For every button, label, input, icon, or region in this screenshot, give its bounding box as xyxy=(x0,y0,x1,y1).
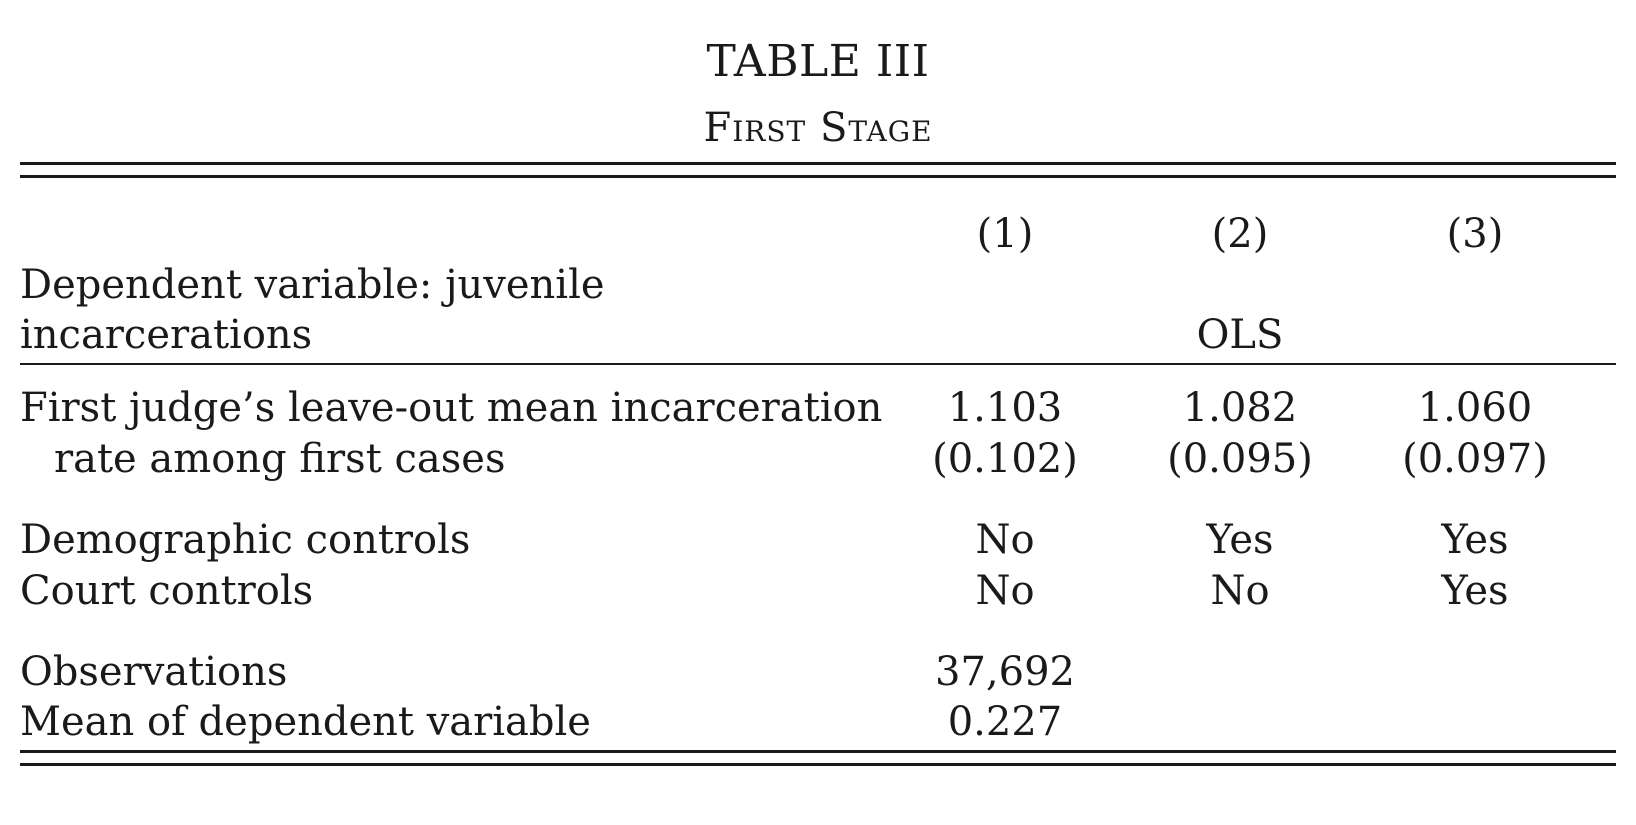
bottom-rule-1 xyxy=(20,750,1616,753)
header-rule xyxy=(20,363,1616,365)
demographic-controls-label: Demographic controls xyxy=(20,517,471,563)
coefficient-col1: 1.103 xyxy=(947,385,1063,431)
first-judge-label-line1: First judge’s leave-out mean incarcerati… xyxy=(20,385,883,431)
coefficient-col3: 1.060 xyxy=(1417,385,1533,431)
top-rule-2 xyxy=(20,175,1616,178)
standard-error-col3: (0.097) xyxy=(1402,436,1548,482)
top-rule-1 xyxy=(20,162,1616,165)
observations-label: Observations xyxy=(20,649,288,695)
court-controls-col1: No xyxy=(975,568,1035,614)
observations-value: 37,692 xyxy=(935,649,1075,695)
table-subtitle: First Stage xyxy=(703,105,933,151)
column-header-1: (1) xyxy=(976,211,1034,257)
court-controls-col3: Yes xyxy=(1441,568,1509,614)
dependent-variable-label-line2: incarcerations xyxy=(20,312,313,358)
court-controls-label: Court controls xyxy=(20,568,314,614)
mean-dependent-label: Mean of dependent variable xyxy=(20,699,591,745)
demographic-controls-col2: Yes xyxy=(1206,517,1274,563)
table-title: TABLE III xyxy=(706,36,930,87)
standard-error-col2: (0.095) xyxy=(1167,436,1313,482)
dependent-variable-label-line1: Dependent variable: juvenile xyxy=(20,262,605,308)
column-header-2: (2) xyxy=(1211,211,1269,257)
estimator-label: OLS xyxy=(1196,312,1284,358)
demographic-controls-col1: No xyxy=(975,517,1035,563)
court-controls-col2: No xyxy=(1210,568,1270,614)
mean-dependent-value: 0.227 xyxy=(947,699,1063,745)
bottom-rule-2 xyxy=(20,763,1616,766)
demographic-controls-col3: Yes xyxy=(1441,517,1509,563)
column-header-3: (3) xyxy=(1446,211,1504,257)
first-judge-label-line2: rate among first cases xyxy=(54,436,506,482)
coefficient-col2: 1.082 xyxy=(1182,385,1298,431)
standard-error-col1: (0.102) xyxy=(932,436,1078,482)
